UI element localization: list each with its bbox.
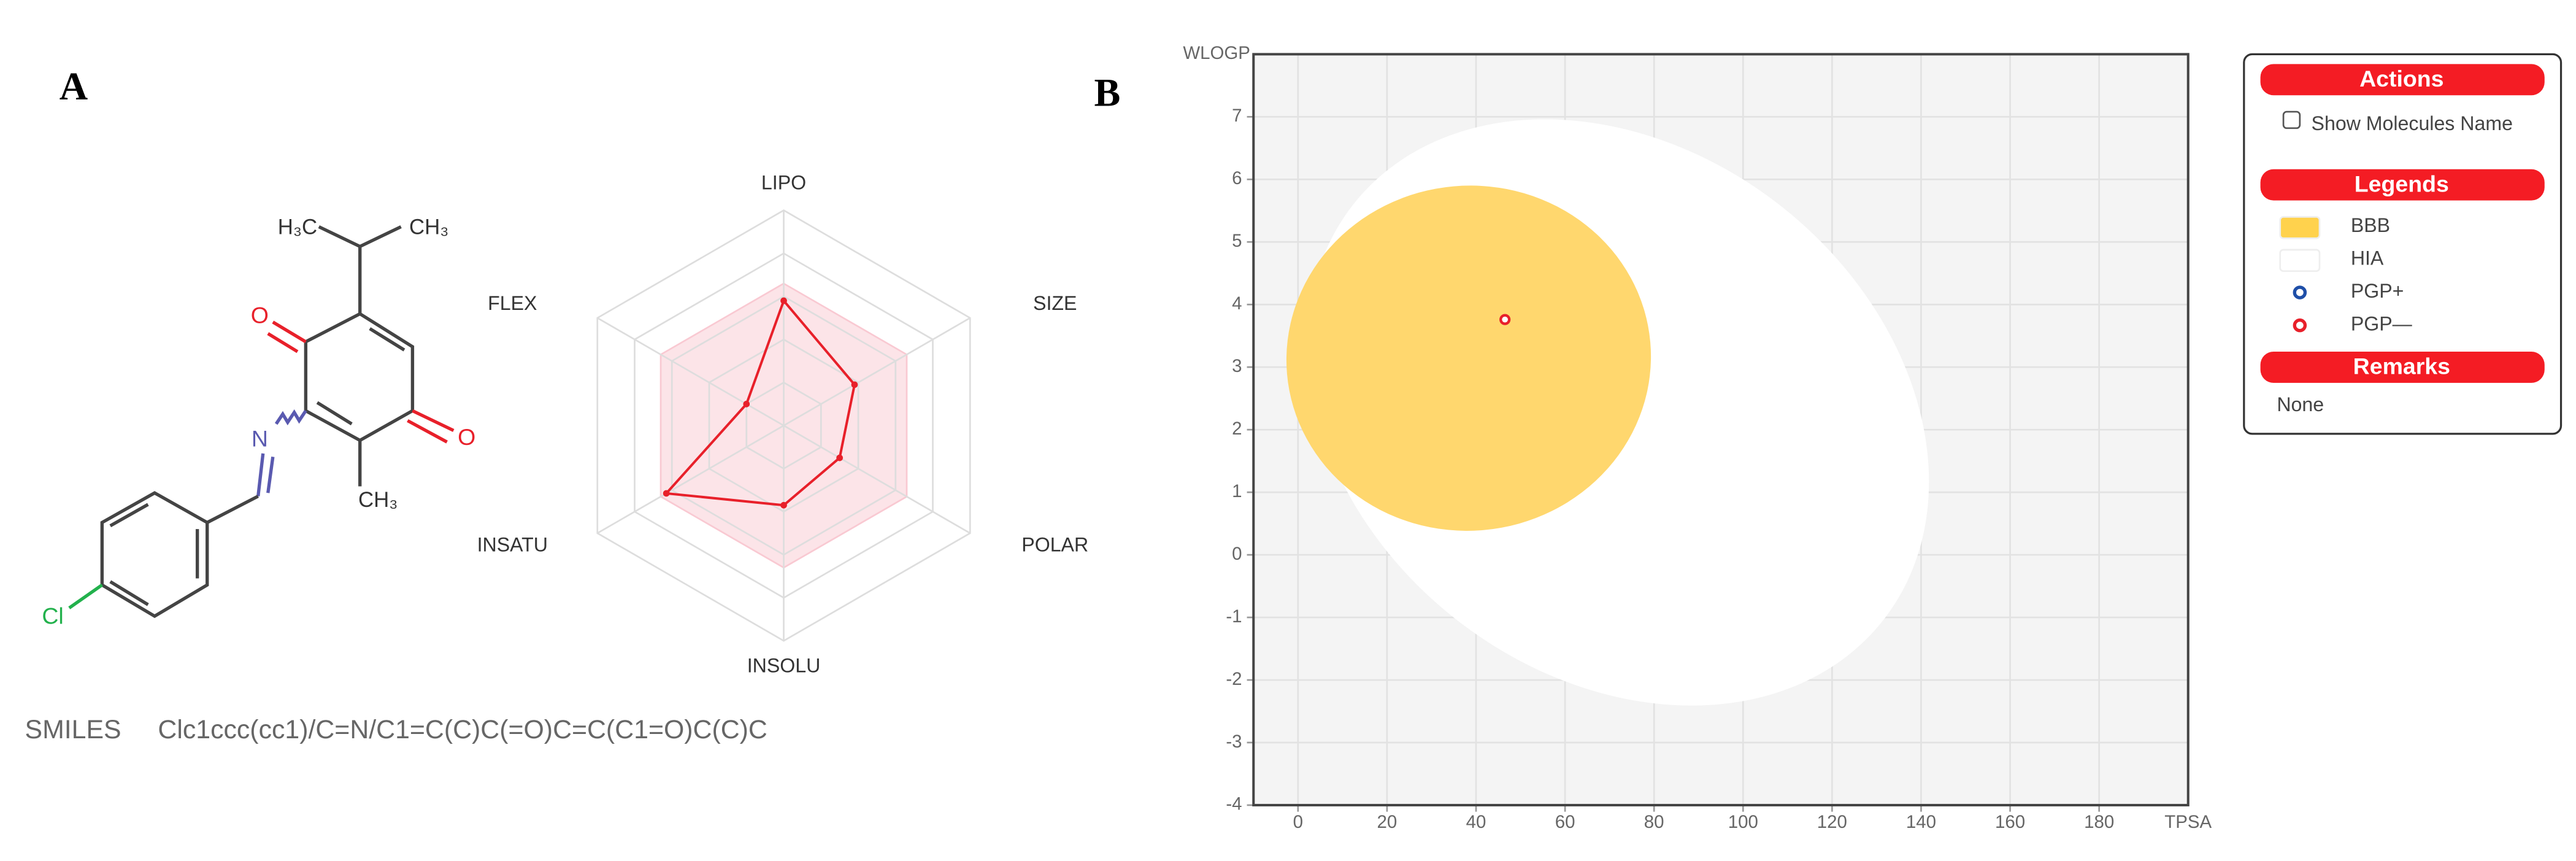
radar-point <box>780 297 787 304</box>
y-axis-label: WLOGP <box>1183 43 1250 63</box>
benzene-ring <box>100 491 209 619</box>
spoke <box>783 317 971 427</box>
radar-point <box>780 501 787 509</box>
x-tick-label: 60 <box>1555 812 1575 832</box>
axis-label: INSATU <box>477 534 548 556</box>
x-tick-label: 160 <box>1995 812 2025 832</box>
x-tick-label: 20 <box>1377 812 1398 832</box>
bond <box>274 409 307 426</box>
bond <box>256 453 265 496</box>
axis-label: SIZE <box>1033 292 1077 314</box>
legend-swatch <box>2279 216 2321 239</box>
x-tick-label: 40 <box>1466 812 1486 832</box>
legend-label: PGP— <box>2351 313 2413 335</box>
y-tick-label: 0 <box>1232 544 1242 564</box>
sidebar-header: Legends <box>2355 171 2449 196</box>
x-tick-label: 100 <box>1728 812 1758 832</box>
atom-label: H₃C <box>278 215 317 239</box>
atom-label: Cl <box>42 603 63 629</box>
sidebar-header: Actions <box>2359 66 2443 91</box>
bond <box>359 225 402 249</box>
bond <box>316 401 353 426</box>
scatter-point <box>1499 314 1511 325</box>
y-tick-label: 1 <box>1232 481 1242 501</box>
bond <box>412 409 455 432</box>
atom-label: CH₃ <box>409 215 448 239</box>
atom-label: CH₃ <box>358 488 398 512</box>
bond <box>266 456 275 493</box>
remarks-text: None <box>2277 393 2324 415</box>
header-bar <box>2260 351 2545 383</box>
legend-label: BBB <box>2351 214 2390 236</box>
y-tick-label: -2 <box>1226 669 1242 689</box>
bond <box>267 332 299 353</box>
y-tick-label: 2 <box>1232 419 1242 439</box>
bond <box>68 583 103 609</box>
y-tick-label: -1 <box>1226 606 1242 627</box>
bond <box>369 327 406 352</box>
y-tick-label: -4 <box>1226 794 1242 814</box>
radar-point <box>663 490 670 497</box>
smiles-label: SMILES <box>25 715 121 744</box>
radar-point <box>743 401 750 407</box>
radar-point <box>851 381 858 388</box>
spoke <box>783 425 971 535</box>
y-tick-label: 7 <box>1232 106 1242 126</box>
bond <box>318 225 361 249</box>
y-tick-label: -3 <box>1226 732 1242 752</box>
bond <box>206 495 259 524</box>
axis-label: LIPO <box>761 171 806 193</box>
legend-swatch <box>2279 249 2321 272</box>
atom-label: O <box>251 303 269 328</box>
smiles: Clc1ccc(cc1)/C=N/C1=C(C)C(=O)C=C(C1=O)C(… <box>158 715 767 744</box>
plot-frame <box>1252 53 2190 806</box>
x-tick-label: 180 <box>2084 812 2114 832</box>
panel-label: B <box>1094 71 1121 115</box>
atom-label: N <box>252 425 268 451</box>
bond <box>109 580 149 606</box>
x-tick-label: 0 <box>1293 812 1303 832</box>
x-axis-label: TPSA <box>2164 812 2212 832</box>
bond <box>109 503 149 528</box>
molecule <box>68 225 455 619</box>
header-bar <box>2260 64 2545 96</box>
y-tick-label: 3 <box>1232 356 1242 376</box>
legend-swatch <box>2293 285 2307 299</box>
axis-label: FLEX <box>488 292 537 314</box>
spoke <box>597 317 785 427</box>
legend-swatch <box>2293 318 2307 333</box>
radar-point <box>836 454 843 461</box>
x-tick-label: 80 <box>1644 812 1664 832</box>
checkbox[interactable] <box>2282 110 2301 129</box>
sidebar <box>2243 53 2563 435</box>
axis-label: POLAR <box>1021 534 1088 556</box>
y-tick-label: 4 <box>1232 293 1242 314</box>
legend-label: PGP+ <box>2351 280 2404 302</box>
y-tick-label: 6 <box>1232 168 1242 188</box>
atom-label: O <box>458 424 475 450</box>
bond <box>272 320 307 344</box>
quinone-ring <box>304 312 415 442</box>
header-bar <box>2260 169 2545 201</box>
x-tick-label: 140 <box>1906 812 1936 832</box>
axis-label: INSOLU <box>747 655 821 677</box>
x-tick-label: 120 <box>1817 812 1847 832</box>
y-tick-label: 5 <box>1232 231 1242 251</box>
spoke <box>597 425 785 535</box>
checkbox-label[interactable]: Show Molecules Name <box>2312 112 2513 134</box>
panel-label: A <box>60 64 88 108</box>
bond <box>407 419 448 444</box>
sidebar-header: Remarks <box>2353 353 2450 379</box>
bbb-region <box>1286 185 1651 531</box>
legend-label: HIA <box>2351 247 2384 269</box>
